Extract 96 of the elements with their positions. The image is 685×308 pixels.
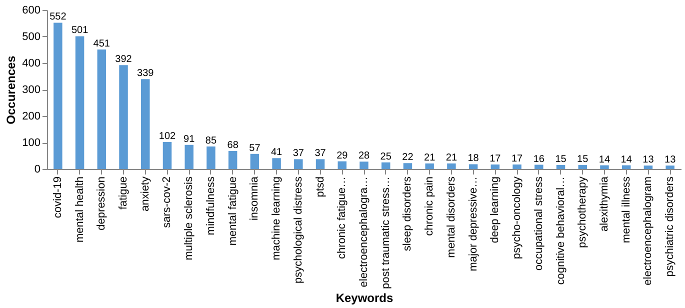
- bar: [316, 159, 325, 169]
- data-label: 14: [620, 154, 632, 166]
- x-tick-label: machine learning: [270, 176, 283, 260]
- x-tick-label: chronic fatigue…: [336, 176, 348, 260]
- bar: [338, 161, 347, 169]
- x-axis-title: Keywords: [336, 290, 394, 305]
- bar: [294, 159, 303, 169]
- data-label: 17: [511, 153, 524, 164]
- data-label: 37: [314, 148, 326, 160]
- x-tick-label: multiple sclerosis: [183, 176, 196, 260]
- x-tick-label: anxiety: [139, 176, 152, 212]
- data-label: 41: [270, 147, 283, 158]
- x-tick-label: chronic pain: [424, 176, 436, 236]
- data-label: 17: [490, 153, 502, 164]
- bar: [447, 163, 456, 169]
- data-label: 16: [533, 154, 545, 165]
- x-tick-label: psychotherapy: [576, 176, 589, 248]
- bar: [54, 22, 62, 169]
- data-label: 37: [292, 148, 304, 160]
- y-tick-label: 0: [34, 164, 40, 176]
- bar: [644, 166, 653, 169]
- bar: [206, 146, 216, 169]
- bar: [578, 165, 587, 169]
- bar: [75, 36, 84, 169]
- y-tick-label: 600: [22, 4, 40, 16]
- bar: [425, 163, 434, 169]
- x-tick-label: ptsd: [314, 176, 326, 198]
- x-tick-label: mental illness: [620, 176, 632, 244]
- x-tick-label: occupational stress: [532, 176, 545, 271]
- data-label: 339: [137, 68, 154, 80]
- x-tick-label: insomnia: [248, 176, 261, 221]
- bar: [512, 164, 522, 169]
- bar: [250, 154, 260, 169]
- data-label: 29: [336, 150, 348, 162]
- data-label: 14: [598, 154, 610, 166]
- x-tick-label: major depressive…: [467, 176, 480, 272]
- y-tick-label: 300: [22, 84, 40, 96]
- x-tick-label: sleep disorders: [402, 176, 414, 252]
- bar: [141, 79, 150, 169]
- y-tick-label: 500: [22, 31, 40, 43]
- x-tick-label: deep learning: [489, 176, 502, 244]
- bar: [600, 165, 609, 169]
- x-tick-label: psychological distress: [292, 176, 304, 284]
- bar: [403, 163, 412, 169]
- x-tick-label: mindfulness: [204, 176, 217, 236]
- bar: [381, 162, 390, 169]
- bar: [534, 164, 544, 169]
- x-tick-label: cognitive behavioral…: [554, 176, 567, 285]
- bar: [490, 164, 500, 169]
- x-tick-label: depression: [96, 176, 108, 230]
- y-tick-label: 200: [22, 110, 40, 122]
- data-label: 28: [358, 150, 370, 162]
- data-label: 25: [380, 151, 392, 162]
- x-tick-label: mental health: [74, 176, 86, 243]
- x-tick-label: sars-cov-2: [161, 176, 174, 228]
- bar: [119, 65, 128, 169]
- x-tick-label: electroencephalogra…: [358, 176, 370, 288]
- data-label: 22: [402, 152, 414, 164]
- data-label: 18: [468, 153, 480, 164]
- data-label: 102: [158, 130, 176, 142]
- x-tick-label: electroencephalogram: [642, 176, 654, 286]
- data-label: 21: [446, 152, 458, 164]
- bar: [184, 144, 194, 169]
- bar: [622, 165, 631, 169]
- x-tick-label: post traumatic stress…: [380, 176, 392, 289]
- x-tick-label: psychiatric disorders: [664, 176, 676, 277]
- data-label: 451: [93, 38, 110, 50]
- bar: [468, 164, 478, 169]
- data-label: 85: [205, 135, 217, 146]
- bar: [228, 150, 238, 169]
- x-tick-label: psycho-oncology: [511, 176, 524, 260]
- bar: [360, 162, 368, 169]
- x-tick-label: mental disorders: [445, 176, 458, 258]
- data-label: 552: [50, 12, 67, 23]
- bar: [97, 49, 106, 169]
- data-label: 57: [249, 142, 261, 154]
- x-tick-label: mental fatigue: [226, 176, 239, 246]
- y-axis-title: Occurences: [4, 55, 18, 124]
- bar: [666, 166, 674, 169]
- data-label: 13: [642, 154, 654, 166]
- data-label: 15: [577, 154, 589, 166]
- data-label: 501: [71, 25, 89, 36]
- bar: [162, 142, 172, 169]
- bar: [272, 158, 281, 169]
- data-label: 13: [664, 154, 676, 166]
- data-label: 21: [424, 152, 436, 164]
- y-tick-label: 100: [22, 137, 40, 149]
- x-tick-label: fatigue: [118, 176, 130, 210]
- bar: [556, 165, 566, 169]
- data-label: 392: [115, 54, 132, 66]
- data-label: 15: [555, 154, 567, 166]
- data-label: 91: [184, 134, 196, 145]
- x-tick-label: alexithymia: [598, 176, 610, 232]
- data-label: 68: [227, 140, 239, 151]
- x-tick-label: covid-19: [52, 176, 64, 218]
- y-tick-label: 400: [22, 58, 40, 70]
